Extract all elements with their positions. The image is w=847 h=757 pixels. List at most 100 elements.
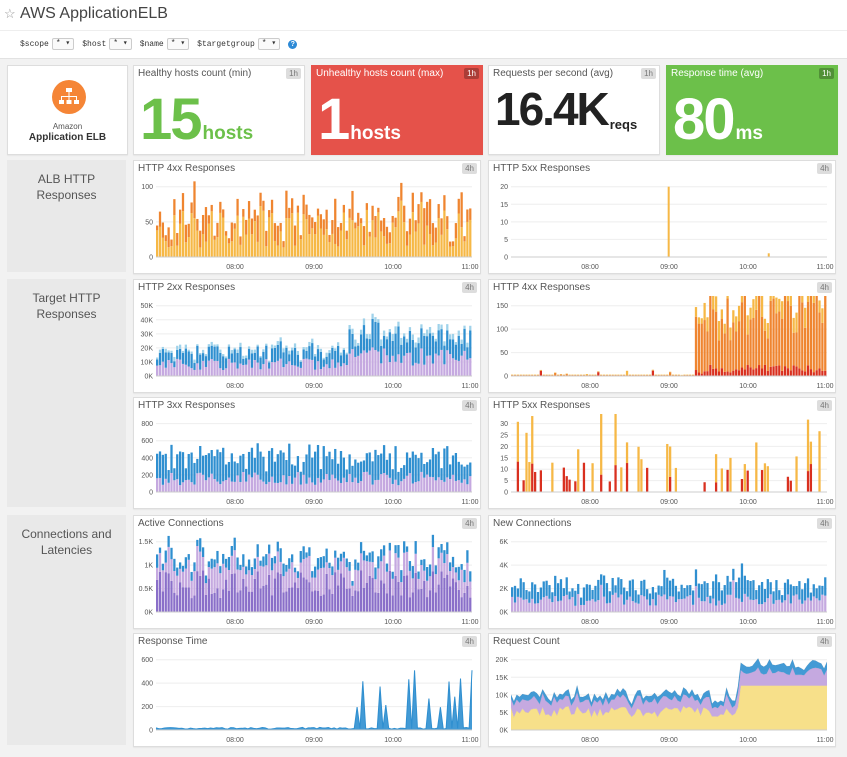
chart-bar: [365, 334, 368, 339]
chart-alb-http-4xx[interactable]: HTTP 4xx Responses 4h 100 50 0 08:00 09:00 10…: [133, 160, 481, 274]
x-tick-label: 08:00: [226, 619, 244, 626]
chart-bar: [178, 223, 182, 257]
chart-bar: [591, 589, 594, 600]
template-var-host[interactable]: $host * ▾: [82, 38, 132, 50]
query-value-requests-per-second[interactable]: Requests per second (avg) 1h 16.4K reqs: [488, 65, 660, 155]
chart-bar: [614, 585, 617, 593]
chart-bar: [331, 347, 334, 360]
query-value-unhealthy-hosts[interactable]: Unhealthy hosts count (max) 1h 1 hosts: [311, 65, 483, 155]
chart-target-http-5xx[interactable]: HTTP 5xx Responses 4h 30 25 20 15 10 5 0 08:00 0…: [488, 397, 836, 509]
chart-bar: [193, 362, 196, 370]
group-alb-http-responses: ALB HTTP Responses: [7, 160, 126, 272]
chart-bar: [285, 591, 288, 612]
chart-bar: [282, 352, 285, 368]
chart-bar: [700, 323, 703, 374]
chart-bar: [732, 322, 735, 371]
chart-bar: [336, 362, 340, 376]
chart-bar: [431, 571, 435, 612]
x-tick-label: 08:00: [226, 383, 244, 390]
chart-bar: [351, 581, 354, 586]
chart-bar: [377, 592, 380, 612]
chart-target-http-2xx[interactable]: HTTP 2xx Responses 4h 50K 40K 30K 20K 10K 0K 0…: [133, 279, 481, 393]
chart-active-connections[interactable]: Active Connections 4h 1.5K 1K 0.5K 0K 08:00 0…: [133, 515, 481, 629]
chart-target-http-4xx[interactable]: HTTP 4xx Responses 4h 150 100 50 0 08:00 09:0…: [488, 279, 836, 393]
template-var-name[interactable]: $name * ▾: [140, 38, 190, 50]
chart-bar: [265, 345, 268, 360]
chart-bar: [339, 366, 343, 376]
chart-bar: [804, 307, 807, 328]
query-value-response-time[interactable]: Response time (avg) 1h 80 ms: [666, 65, 838, 155]
chart-bar: [414, 482, 417, 492]
chart-bar: [608, 602, 611, 612]
dashboard-header: ☆ AWS ApplicationELB $scope * ▾ $host * ▾ $…: [0, 0, 847, 59]
chart-bar: [385, 474, 389, 492]
chart-alb-http-5xx[interactable]: HTTP 5xx Responses 4h 20 15 10 5 0 08:00 09:00…: [488, 160, 836, 274]
chart-bar: [233, 223, 236, 229]
chart-bar: [723, 371, 726, 376]
chart-area: [511, 685, 827, 730]
star-icon[interactable]: ☆: [4, 6, 16, 21]
chart-bar: [446, 350, 449, 376]
chart-bar: [697, 323, 700, 373]
chart-bar: [262, 481, 265, 492]
chart-new-connections[interactable]: New Connections 4h 6K 4K 2K 0K 08:00 09:00 10:…: [488, 515, 836, 629]
chart-bar: [720, 368, 723, 376]
chart-bar: [311, 228, 314, 257]
chart-bar: [440, 552, 443, 572]
chart-bar: [276, 482, 279, 492]
chart-bar: [250, 218, 254, 235]
chart-bar: [571, 596, 574, 612]
chart-bar: [712, 598, 715, 612]
chart-bar: [199, 230, 202, 248]
chart-response-time[interactable]: Response Time 4h 600 400 200 0 08:00 09:00 10:…: [133, 633, 481, 747]
chart-bar: [809, 296, 813, 370]
chart-bar: [351, 595, 354, 612]
chart-bar: [408, 234, 412, 257]
chart-bar: [674, 585, 678, 603]
chart-bar: [328, 350, 331, 354]
chart-bar: [201, 234, 205, 257]
chart-bar: [293, 365, 297, 376]
chart-bar: [651, 587, 655, 600]
chart-bar: [394, 333, 397, 362]
chart-bar: [201, 360, 205, 376]
chart-bar: [758, 585, 761, 605]
chart-bar: [428, 233, 432, 257]
chart-bar: [821, 594, 824, 612]
chart-bar: [279, 561, 282, 574]
chart-bar: [196, 473, 199, 492]
chart-bar: [714, 482, 718, 492]
chart-bar: [408, 327, 412, 331]
chart-bar: [158, 226, 162, 257]
template-var-targetgroup[interactable]: $targetgroup * ▾: [197, 38, 281, 50]
chart-bar: [230, 222, 233, 242]
chart-bar: [600, 474, 603, 492]
chart-bar: [345, 364, 348, 376]
chart-bar: [196, 230, 199, 257]
chart-bar: [423, 580, 426, 612]
template-var-scope[interactable]: $scope * ▾: [20, 38, 75, 50]
chart-target-http-3xx[interactable]: HTTP 3xx Responses 4h 800 600 400 200 0 08:00…: [133, 397, 481, 509]
x-tick-label: 11:00: [462, 619, 479, 626]
chart-bar: [769, 366, 772, 376]
chart-bar: [164, 453, 167, 479]
chart-bar: [259, 192, 262, 207]
chart-request-count[interactable]: Request Count 4h 20K 15K 10K 5K 0K 08:00 09:00…: [488, 633, 836, 747]
chart-bar: [428, 459, 432, 477]
chart-bar: [437, 558, 440, 585]
chart-bar: [700, 584, 703, 602]
chart-bar: [250, 349, 254, 354]
chart-bar: [219, 484, 222, 492]
chart-bar: [357, 355, 360, 376]
chart-bar: [809, 369, 813, 376]
chart-bar: [236, 475, 239, 492]
help-icon[interactable]: ?: [288, 39, 298, 49]
x-tick-label: 08:00: [226, 264, 244, 271]
chart-bar: [405, 452, 409, 476]
chart-bar: [213, 360, 216, 376]
query-value-healthy-hosts[interactable]: Healthy hosts count (min) 1h 15 hosts: [133, 65, 305, 155]
chart-bar: [417, 589, 420, 612]
chart-bar: [446, 477, 449, 492]
